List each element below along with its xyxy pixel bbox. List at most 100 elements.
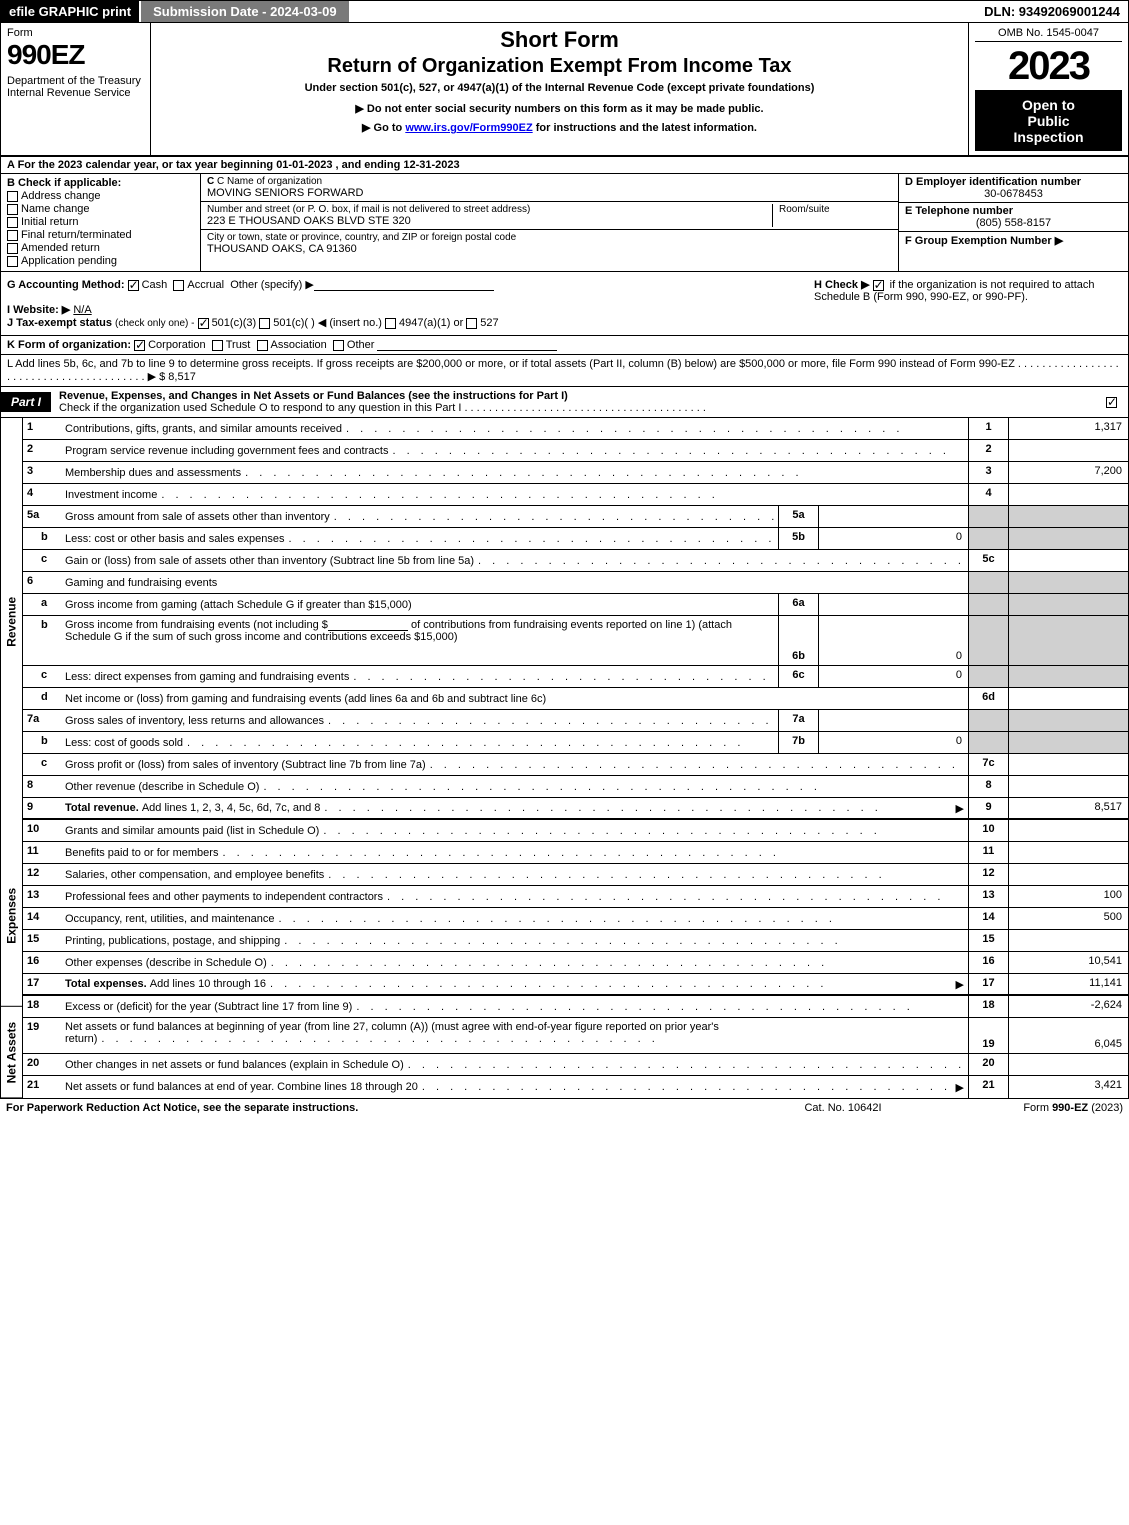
line-5a: 5a Gross amount from sale of assets othe… [23,506,1128,528]
line-6b-val: 0 [818,616,968,665]
line-18-val: -2,624 [1008,996,1128,1017]
line-3-val: 7,200 [1008,462,1128,483]
c-room-label: Room/suite [779,204,892,215]
omb-number: OMB No. 1545-0047 [975,27,1122,42]
irs-link[interactable]: www.irs.gov/Form990EZ [405,122,532,134]
line-5b: b Less: cost or other basis and sales ex… [23,528,1128,550]
line-2: 2 Program service revenue including gove… [23,440,1128,462]
line-3: 3 Membership dues and assessments. . . .… [23,462,1128,484]
c-name-label: C C Name of organization [207,176,892,187]
line-10: 10 Grants and similar amounts paid (list… [23,820,1128,842]
c-city-label: City or town, state or province, country… [207,232,892,243]
line-21-val: 3,421 [1008,1076,1128,1098]
line-14-val: 500 [1008,908,1128,929]
line-6b: b Gross income from fundraising events (… [23,616,1128,666]
l-amount: ▶ $ 8,517 [148,371,196,383]
d-ein-val: 30-0678453 [905,188,1122,200]
chk-501c3[interactable] [198,318,209,329]
main-table: Revenue Expenses Net Assets 1 Contributi… [0,418,1129,1099]
line-1: 1 Contributions, gifts, grants, and simi… [23,418,1128,440]
line-6d: d Net income or (loss) from gaming and f… [23,688,1128,710]
return-title: Return of Organization Exempt From Incom… [159,55,960,78]
line-17: 17 Total expenses. Add lines 10 through … [23,974,1128,996]
chk-final-return[interactable]: Final return/terminated [7,229,194,241]
col-def: D Employer identification number 30-0678… [898,174,1128,271]
chk-527[interactable] [466,318,477,329]
subtitle-goto: ▶ Go to www.irs.gov/Form990EZ for instru… [159,121,960,134]
col-b: B Check if applicable: Address change Na… [1,174,201,271]
chk-name-change[interactable]: Name change [7,203,194,215]
line-6c: c Less: direct expenses from gaming and … [23,666,1128,688]
row-gh: G Accounting Method: Cash Accrual Other … [0,272,1129,336]
line-20: 20 Other changes in net assets or fund b… [23,1054,1128,1076]
line-7c: c Gross profit or (loss) from sales of i… [23,754,1128,776]
col-c: C C Name of organization MOVING SENIORS … [201,174,898,271]
chk-h[interactable] [873,280,884,291]
tax-year: 2023 [975,42,1122,91]
line-12: 12 Salaries, other compensation, and emp… [23,864,1128,886]
chk-association[interactable] [257,340,268,351]
chk-other-org[interactable] [333,340,344,351]
section-bcdef: B Check if applicable: Address change Na… [0,174,1129,272]
short-form-title: Short Form [159,27,960,53]
table-body: 1 Contributions, gifts, grants, and simi… [23,418,1128,1098]
form-header: Form 990EZ Department of the TreasuryInt… [0,23,1129,157]
footer-paperwork: For Paperwork Reduction Act Notice, see … [6,1102,743,1114]
subtitle-section: Under section 501(c), 527, or 4947(a)(1)… [159,82,960,94]
public-inspection: Open toPublicInspection [975,91,1122,151]
line-1-val: 1,317 [1008,418,1128,439]
side-tabs: Revenue Expenses Net Assets [1,418,23,1098]
h-check: H Check ▶ if the organization is not req… [808,272,1128,335]
chk-application-pending[interactable]: Application pending [7,255,194,267]
org-city: THOUSAND OAKS, CA 91360 [207,243,892,255]
line-4: 4 Investment income. . . . . . . . . . .… [23,484,1128,506]
line-7a: 7a Gross sales of inventory, less return… [23,710,1128,732]
chk-trust[interactable] [212,340,223,351]
line-14: 14 Occupancy, rent, utilities, and maint… [23,908,1128,930]
line-19-val: 6,045 [1008,1018,1128,1053]
chk-accrual[interactable] [173,280,184,291]
chk-4947[interactable] [385,318,396,329]
form-number: 990EZ [7,39,144,71]
chk-501c[interactable] [259,318,270,329]
other-specify-line [314,279,494,291]
line-19: 19 Net assets or fund balances at beginn… [23,1018,1128,1054]
row-l: L Add lines 5b, 6c, and 7b to line 9 to … [0,355,1129,387]
line-17-val: 11,141 [1008,974,1128,994]
part-i-label: Part I [1,392,51,412]
website-val: N/A [73,304,91,316]
line-21: 21 Net assets or fund balances at end of… [23,1076,1128,1098]
line-15: 15 Printing, publications, postage, and … [23,930,1128,952]
f-group-label: F Group Exemption Number ▶ [905,234,1122,247]
submission-date: Submission Date - 2024-03-09 [139,1,349,22]
line-5c: c Gain or (loss) from sale of assets oth… [23,550,1128,572]
footer: For Paperwork Reduction Act Notice, see … [0,1099,1129,1117]
line-8: 8 Other revenue (describe in Schedule O)… [23,776,1128,798]
g-accounting: G Accounting Method: Cash Accrual Other … [1,272,808,335]
chk-initial-return[interactable]: Initial return [7,216,194,228]
line-7b-val: 0 [818,732,968,753]
dept-label: Department of the TreasuryInternal Reven… [7,75,144,99]
chk-corporation[interactable] [134,340,145,351]
chk-cash[interactable] [128,280,139,291]
revenue-tab: Revenue [1,418,22,825]
line-6a: a Gross income from gaming (attach Sched… [23,594,1128,616]
line-6c-val: 0 [818,666,968,687]
e-phone-val: (805) 558-8157 [905,217,1122,229]
line-16: 16 Other expenses (describe in Schedule … [23,952,1128,974]
part-i-header: Part I Revenue, Expenses, and Changes in… [0,387,1129,418]
chk-amended-return[interactable]: Amended return [7,242,194,254]
c-addr-label: Number and street (or P. O. box, if mail… [207,204,772,215]
line-13: 13 Professional fees and other payments … [23,886,1128,908]
b-header: B Check if applicable: [7,177,194,189]
row-k: K Form of organization: Corporation Trus… [0,336,1129,355]
subtitle-ssn: ▶ Do not enter social security numbers o… [159,102,960,115]
efile-label[interactable]: efile GRAPHIC print [1,1,139,22]
line-9-val: 8,517 [1008,798,1128,818]
chk-address-change[interactable]: Address change [7,190,194,202]
line-a: A For the 2023 calendar year, or tax yea… [0,157,1129,174]
other-org-line [377,339,557,351]
footer-formref: Form 990-EZ (2023) [943,1102,1123,1114]
line-11: 11 Benefits paid to or for members. . . … [23,842,1128,864]
chk-part-i-scho[interactable] [1106,397,1117,408]
